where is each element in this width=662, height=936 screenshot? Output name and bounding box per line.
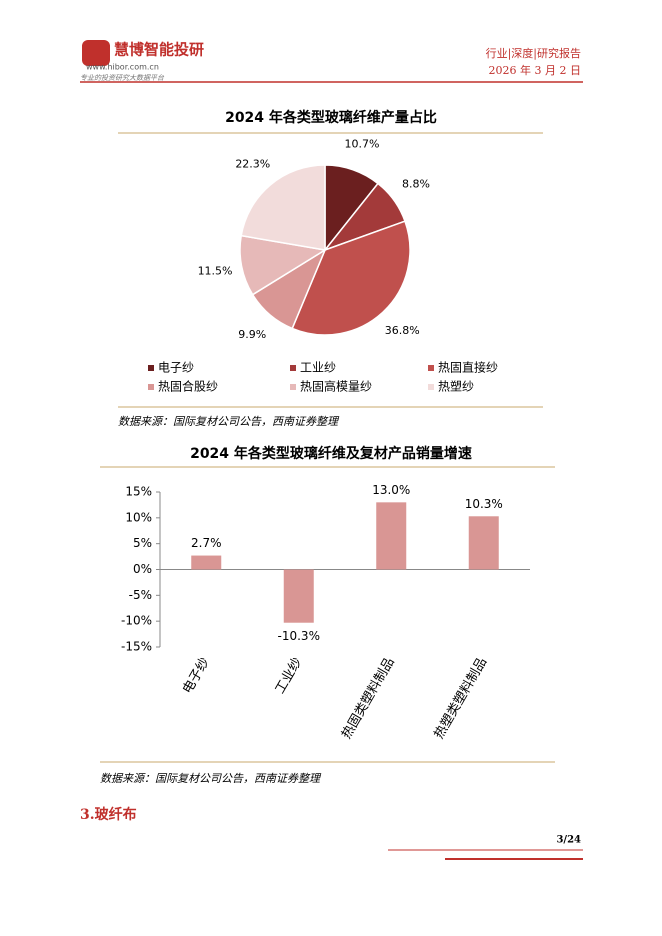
report-type: 行业|深度|研究报告 — [486, 46, 581, 61]
legend-swatch — [428, 365, 434, 371]
data-label: -10.3% — [278, 629, 320, 643]
data-label: 36.8% — [385, 324, 420, 337]
source: 数据来源：国际复材公司公告，西南证券整理 — [100, 772, 322, 785]
data-label: 8.8% — [402, 178, 430, 191]
y-tick-label: 5% — [133, 536, 152, 550]
legend-label: 电子纱 — [158, 361, 194, 375]
x-tick-label: 热塑类塑料制品 — [432, 655, 490, 741]
y-tick-label: 0% — [133, 562, 152, 576]
legend-label: 热塑纱 — [438, 379, 474, 394]
x-tick-label: 电子纱 — [180, 655, 212, 696]
legend-swatch — [290, 365, 296, 371]
data-label: 11.5% — [198, 264, 233, 277]
legend-swatch — [290, 384, 296, 390]
data-label: 13.0% — [372, 483, 410, 497]
bar — [376, 502, 407, 570]
data-label: 22.3% — [235, 157, 270, 170]
chart-title: 2024 年各类型玻璃纤维产量占比 — [225, 109, 437, 126]
site: www.hibor.com.cn — [86, 63, 159, 72]
section-heading: 3.玻纤布 — [80, 806, 137, 823]
chart-title: 2024 年各类型玻璃纤维及复材产品销量增速 — [190, 445, 472, 462]
source: 数据来源：国际复材公司公告，西南证券整理 — [118, 415, 340, 428]
y-tick-label: -5% — [129, 588, 152, 602]
x-tick-label: 热固类塑料制品 — [339, 655, 397, 741]
x-tick-label: 工业纱 — [273, 655, 305, 696]
legend-label: 工业纱 — [300, 361, 336, 375]
pie-slice — [291, 220, 411, 336]
legend-swatch — [148, 365, 154, 371]
data-label: 9.9% — [238, 328, 266, 341]
logo-icon — [82, 40, 110, 66]
pie-slice — [240, 164, 326, 251]
y-tick-label: -10% — [121, 614, 152, 628]
page-number: 3/24 — [556, 835, 581, 846]
data-label: 10.7% — [344, 137, 379, 150]
legend-swatch — [428, 384, 434, 390]
legend-label: 热固直接纱 — [438, 360, 498, 375]
bar — [468, 516, 499, 570]
y-tick-label: 10% — [125, 510, 152, 524]
bar — [191, 555, 222, 570]
data-label: 10.3% — [465, 497, 503, 511]
data-label: 2.7% — [191, 536, 222, 550]
legend-swatch — [148, 384, 154, 390]
report-date: 2026 年 3 月 2 日 — [489, 63, 581, 77]
y-tick-label: 15% — [125, 485, 152, 499]
y-tick-label: -15% — [121, 640, 152, 654]
legend-label: 热固合股纱 — [158, 379, 218, 394]
bar — [283, 569, 314, 623]
logo-text: 慧博智能投研 — [114, 41, 204, 59]
legend-label: 热固高模量纱 — [300, 379, 372, 394]
slogan: 专业的投资研究大数据平台 — [80, 74, 165, 82]
